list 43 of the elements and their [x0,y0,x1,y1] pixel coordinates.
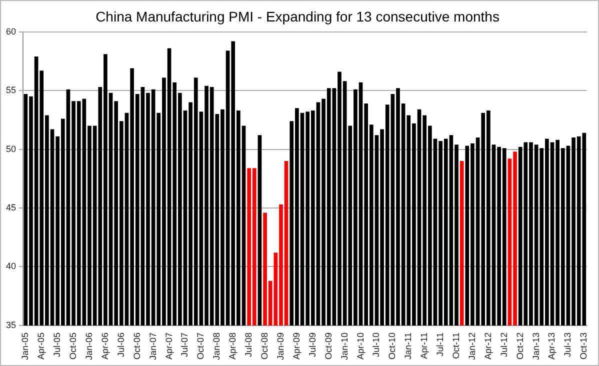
x-tick-label: Jul-08 [244,332,254,357]
x-tick-label: Jul-09 [307,332,318,357]
x-tick-label: Jan-13 [530,332,541,360]
x-tick-label: Apr-11 [419,332,430,359]
x-tick-label: Apr-10 [355,332,366,360]
x-tick-label: Apr-07 [164,332,174,360]
x-tick-label: Oct-13 [578,332,589,360]
x-tick-label: Jan-12 [466,332,477,360]
x-tick-label: Oct-06 [132,332,142,360]
x-tick-label: Jul-12 [498,332,509,357]
y-tick-label: 40 [6,261,16,272]
x-tick-label: Oct-07 [196,332,206,360]
x-tick-label: Jan-09 [275,332,286,360]
x-tick-label: Apr-08 [228,332,238,360]
x-tick-label: Jul-06 [116,332,126,357]
y-tick-label: 55 [6,85,16,96]
x-tick-label: Oct-10 [387,332,398,360]
x-tick-label: Apr-06 [100,332,110,360]
x-tick-label: Jul-11 [435,332,446,356]
y-tick-label: 35 [6,320,16,330]
x-tick-label: Apr-12 [482,332,493,360]
x-tick-label: Oct-12 [514,332,525,360]
x-tick-label: Jan-07 [148,332,158,360]
x-tick-label: Jul-07 [180,332,190,357]
y-tick-label: 60 [6,26,16,36]
y-tick-label: 45 [6,202,16,212]
y-tick-label: 50 [6,144,16,154]
x-tick-label: Apr-13 [546,332,557,360]
x-tick-label: Apr-05 [36,332,46,360]
x-tick-label: Jul-05 [52,332,62,357]
x-tick-label: Jul-10 [371,332,382,357]
x-tick-label: Jan-11 [403,332,414,360]
x-tick-label: Oct-09 [323,332,334,360]
x-tick-label: Oct-11 [451,332,461,359]
x-tick-label: Jan-10 [339,332,350,360]
chart-title: China Manufacturing PMI - Expanding for 13 consecutive months [96,8,500,24]
x-tick-label: Jan-05 [20,332,30,360]
x-tick-label: Jan-06 [84,332,94,360]
x-tick-label: Jul-13 [562,332,573,357]
x-tick-label: Oct-08 [260,332,270,360]
x-tick-label: Oct-05 [68,332,78,360]
x-tick-label: Apr-09 [291,332,302,360]
x-tick-label: Jan-08 [212,332,222,360]
